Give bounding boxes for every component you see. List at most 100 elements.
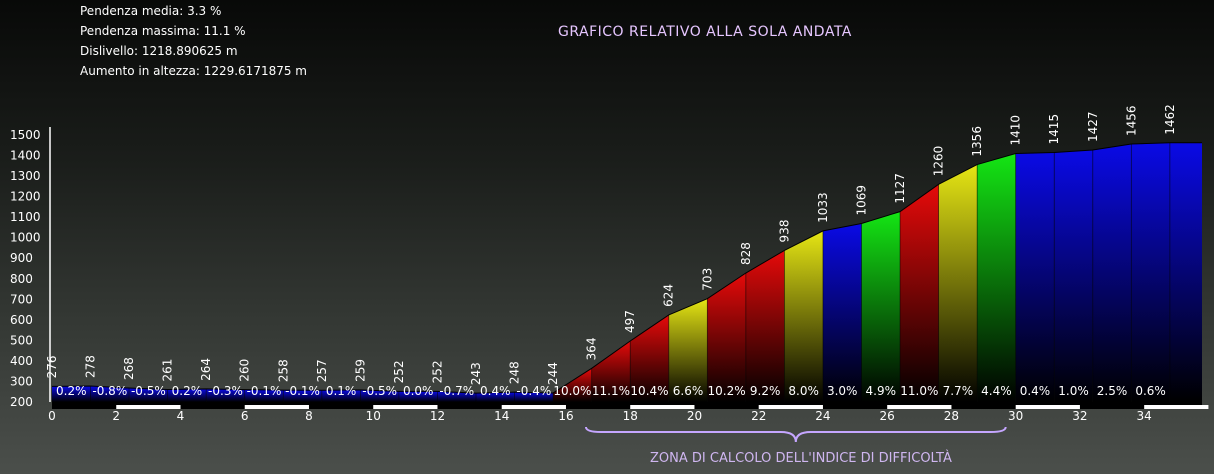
- profile-segment: [1054, 149, 1093, 402]
- grade-label: 0.2%: [56, 384, 87, 398]
- profile-segment: [206, 388, 245, 402]
- elevation-label: 1415: [1047, 114, 1061, 145]
- elevation-label: 938: [777, 220, 791, 243]
- grade-label: 0.6%: [1135, 384, 1166, 398]
- grade-label: 11.0%: [900, 384, 938, 398]
- y-tick-label: 800: [10, 272, 33, 286]
- profile-segment: [784, 230, 823, 402]
- x-axis-stripe: [116, 405, 181, 409]
- x-tick-label: 16: [558, 409, 573, 423]
- elevation-label: 252: [430, 360, 444, 383]
- y-tick-label: 200: [10, 395, 33, 409]
- x-tick-label: 28: [944, 409, 959, 423]
- elevation-label: 624: [662, 284, 676, 307]
- elevation-label: 828: [739, 242, 753, 265]
- x-tick-label: 6: [241, 409, 249, 423]
- y-tick-label: 400: [10, 354, 33, 368]
- grade-label: 2.5%: [1097, 384, 1128, 398]
- grade-label: -0.5%: [362, 384, 397, 398]
- x-tick-label: 4: [177, 409, 185, 423]
- profile-segment: [437, 391, 477, 402]
- x-axis-stripe: [373, 405, 438, 409]
- elevation-label: 1069: [854, 185, 868, 216]
- elevation-gain: Aumento in altezza: 1229.6171875 m: [80, 64, 307, 78]
- grade-label: 0.4%: [1020, 384, 1051, 398]
- elevation-label: 1033: [816, 192, 830, 223]
- grade-label: 11.1%: [592, 384, 630, 398]
- x-tick-label: 32: [1072, 409, 1087, 423]
- x-tick-label: 22: [751, 409, 766, 423]
- y-tick-label: 1300: [10, 169, 41, 183]
- y-tick-label: 900: [10, 251, 33, 265]
- profile-segment: [668, 298, 708, 402]
- profile-segment: [360, 389, 399, 402]
- x-tick-label: 34: [1137, 409, 1152, 423]
- profile-segment: [398, 391, 438, 402]
- y-tick-label: 1400: [10, 149, 41, 163]
- route-stats: Pendenza media: 3.3 % Pendenza massima: …: [80, 1, 307, 81]
- x-tick-label: 20: [687, 409, 702, 423]
- y-tick-label: 700: [10, 292, 33, 306]
- grade-label: -0.1%: [285, 384, 320, 398]
- difficulty-zone-brace: [584, 426, 1007, 443]
- x-tick-label: 0: [48, 409, 56, 423]
- elevation-label: 248: [508, 361, 522, 384]
- x-tick-label: 10: [366, 409, 381, 423]
- x-tick-label: 24: [815, 409, 830, 423]
- profile-segment: [514, 392, 554, 402]
- grade-label: 7.7%: [943, 384, 974, 398]
- x-axis-stripe: [501, 405, 566, 409]
- grade-label: 6.6%: [673, 384, 704, 398]
- elevation-label: 259: [353, 359, 367, 382]
- x-axis-stripe: [630, 405, 695, 409]
- elevation-label: 703: [700, 268, 714, 291]
- y-tick-label: 1100: [10, 210, 41, 224]
- profile-segment: [167, 388, 207, 402]
- grade-label: 0.1%: [326, 384, 357, 398]
- grade-label: 10.2%: [708, 384, 746, 398]
- elevation-label: 261: [161, 359, 175, 382]
- grade-label: -0.7%: [439, 384, 474, 398]
- x-axis-stripe: [887, 405, 952, 409]
- elevation-label: 1462: [1163, 104, 1177, 135]
- profile-segment: [129, 388, 168, 402]
- profile-segment: [707, 273, 746, 402]
- grade-label: 0.4%: [480, 384, 511, 398]
- elevation-label: 1427: [1086, 111, 1100, 142]
- x-tick-label: 26: [880, 409, 895, 423]
- profile-segment: [900, 184, 939, 402]
- profile-segment: [90, 385, 130, 402]
- y-tick-label: 600: [10, 313, 33, 327]
- elevation-label: 1260: [932, 146, 946, 177]
- profile-segment: [591, 341, 631, 402]
- elevation-label: 258: [276, 359, 290, 382]
- y-tick-label: 1200: [10, 190, 41, 204]
- elevation-label: 364: [585, 337, 599, 360]
- grade-label: 10.4%: [630, 384, 668, 398]
- elevation-label: 268: [122, 357, 136, 380]
- grade-label: -0.8%: [92, 384, 127, 398]
- x-axis-stripe: [758, 405, 823, 409]
- elevation-label: 243: [469, 362, 483, 385]
- x-tick-label: 14: [494, 409, 509, 423]
- elevation-label: 257: [315, 359, 329, 382]
- elevation-label: 264: [199, 358, 213, 381]
- profile-segment: [244, 389, 284, 402]
- profile-segment: [52, 385, 91, 402]
- grade-label: -0.4%: [516, 384, 551, 398]
- profile-segment: [1092, 144, 1132, 402]
- grade-label: 4.9%: [866, 384, 897, 398]
- grade-label: -0.5%: [131, 384, 166, 398]
- elevation-label: 252: [392, 360, 406, 383]
- max-grade: Pendenza massima: 11.1 %: [80, 24, 246, 38]
- average-grade: Pendenza media: 3.3 %: [80, 4, 222, 18]
- profile-segment: [1169, 142, 1202, 402]
- x-tick-label: 30: [1008, 409, 1023, 423]
- elevation-difference: Dislivello: 1218.890625 m: [80, 44, 238, 58]
- grade-label: 9.2%: [750, 384, 781, 398]
- x-tick-label: 18: [623, 409, 638, 423]
- y-tick-label: 300: [10, 374, 33, 388]
- profile-segment: [283, 390, 322, 402]
- profile-segment: [630, 314, 669, 402]
- grade-label: 0.2%: [172, 384, 203, 398]
